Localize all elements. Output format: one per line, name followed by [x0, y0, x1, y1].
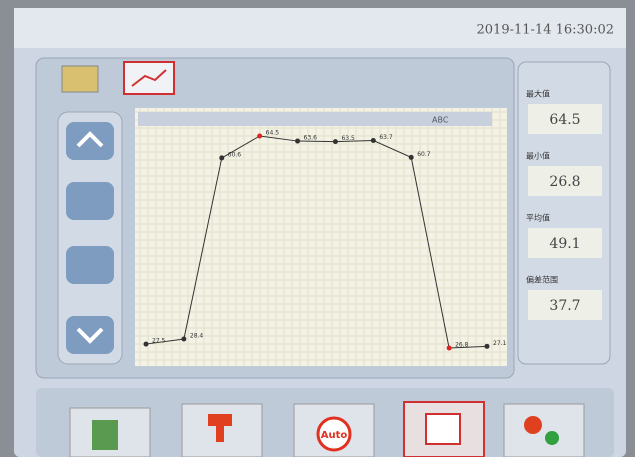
stat-label: 最小值 — [526, 151, 550, 161]
stat-label: 偏差范围 — [526, 275, 558, 285]
point — [485, 344, 490, 349]
hmi-screen: 2019-11-14 16:30:02 ABC 27.5 28.4 60.6 64.5 6… — [0, 0, 635, 457]
point — [144, 342, 149, 347]
data-label: 60.7 — [417, 151, 431, 158]
stat-value: 37.7 — [549, 298, 580, 314]
data-label: 64.5 — [266, 130, 280, 137]
timestamp: 2019-11-14 16:30:02 — [477, 23, 614, 38]
edit-icon — [92, 420, 118, 450]
up-button[interactable] — [66, 122, 114, 160]
table-tab[interactable] — [62, 66, 98, 92]
print-button[interactable] — [66, 182, 114, 220]
download-icon-stem — [216, 426, 224, 442]
data-label: 27.5 — [152, 338, 166, 345]
point — [257, 134, 262, 139]
down-button[interactable] — [66, 316, 114, 354]
data-label: 60.6 — [228, 151, 242, 158]
save-button[interactable] — [66, 246, 114, 284]
chart-icon — [426, 414, 460, 444]
toolbar-buttons: Auto — [70, 402, 584, 457]
point — [295, 139, 300, 144]
data-label: 27.1 — [493, 340, 507, 347]
point — [333, 139, 338, 144]
point — [181, 337, 186, 342]
gear-icon-small — [545, 431, 559, 445]
point — [219, 155, 224, 160]
point — [447, 346, 452, 351]
stat-value: 64.5 — [549, 112, 580, 128]
stat-label: 最大值 — [526, 89, 550, 99]
data-label: 63.7 — [379, 134, 393, 141]
point — [409, 155, 414, 160]
auto-label: Auto — [321, 430, 348, 441]
data-label: 28.4 — [190, 333, 204, 340]
legend-entry: ABC — [432, 116, 449, 125]
data-label: 63.5 — [341, 135, 355, 142]
point — [371, 138, 376, 143]
stat-value: 49.1 — [549, 236, 580, 252]
settings-button[interactable] — [504, 404, 584, 457]
data-label: 63.6 — [304, 135, 318, 142]
plot-area — [135, 108, 507, 366]
gear-icon — [524, 416, 542, 434]
stat-label: 平均值 — [526, 213, 550, 223]
download-icon — [208, 414, 232, 426]
data-label: 26.8 — [455, 342, 469, 349]
stat-value: 26.8 — [549, 174, 580, 190]
